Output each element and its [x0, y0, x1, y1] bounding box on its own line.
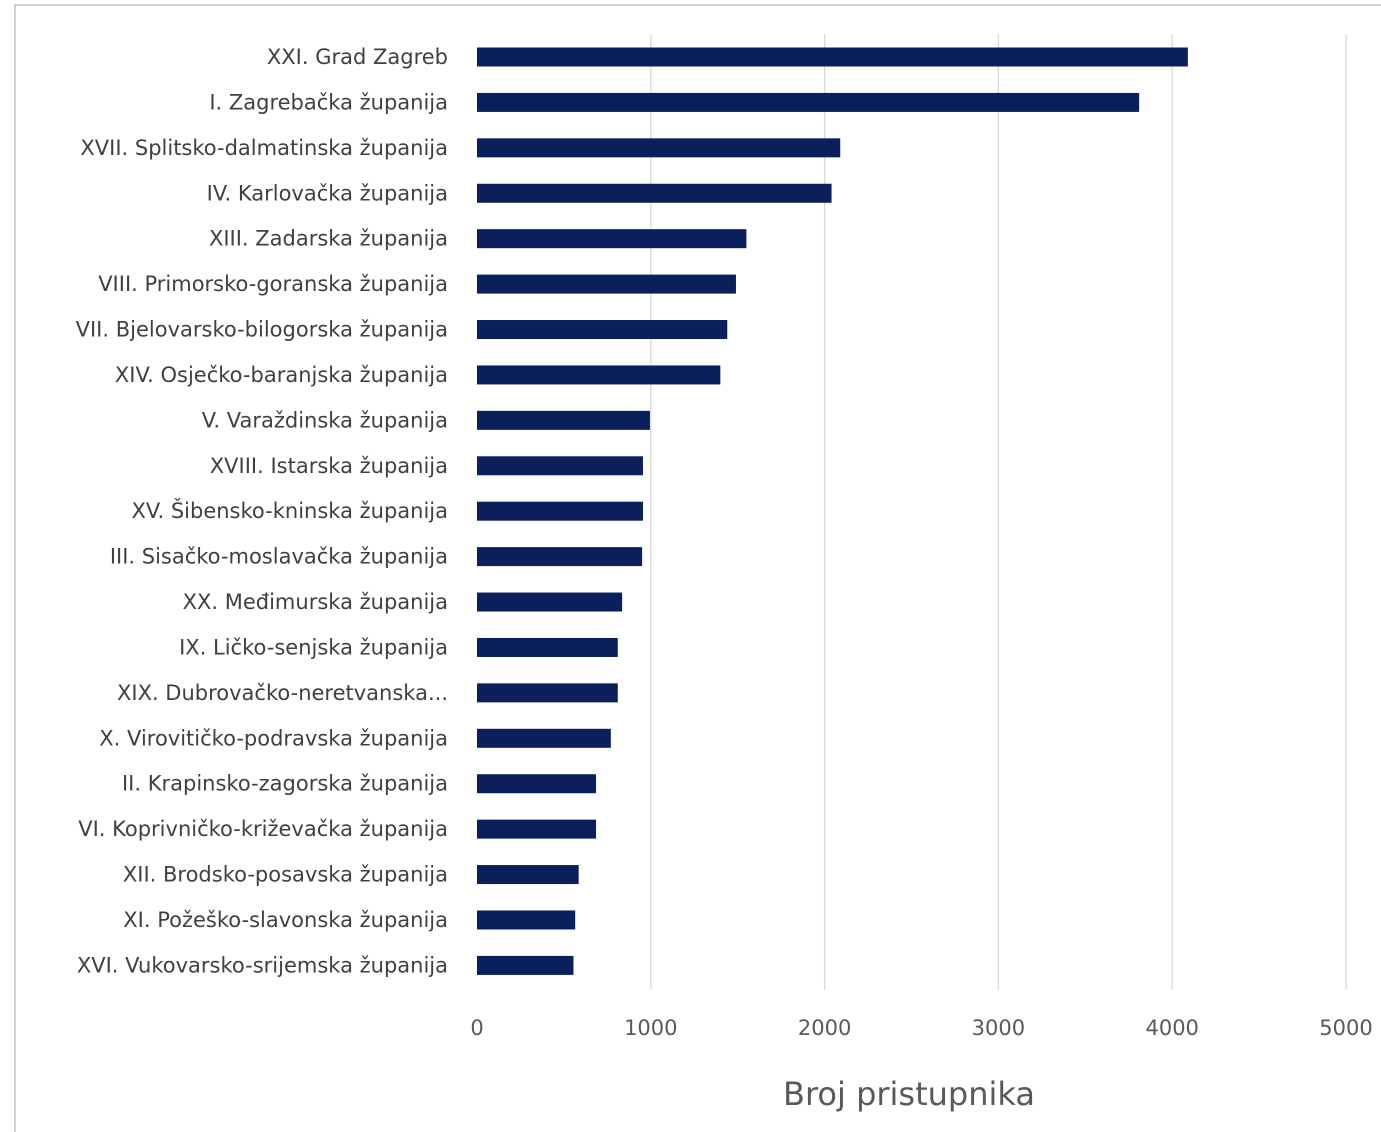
bar [477, 865, 579, 885]
category-label: V. Varaždinska županija [202, 408, 448, 432]
bar [477, 774, 597, 794]
category-label: XIV. Osječko-baranjska županija [115, 363, 448, 387]
chart-frame [14, 4, 1381, 1132]
category-labels: XXI. Grad Zagreb I. Zagrebačka županija XV… [76, 45, 448, 977]
x-tick-label: 1000 [624, 1016, 677, 1040]
x-tick-label: 4000 [1145, 1016, 1198, 1040]
bar [477, 592, 623, 612]
bar [477, 637, 618, 657]
category-label: IV. Karlovačka županija [207, 181, 448, 205]
gridlines [650, 34, 1347, 990]
bar [477, 410, 650, 430]
bars [477, 47, 1188, 975]
bar [477, 138, 841, 158]
category-label: XII. Brodsko-posavska županija [123, 863, 448, 887]
category-label: X. Virovitičko-podravska županija [99, 726, 448, 750]
category-label: XXI. Grad Zagreb [267, 45, 448, 69]
bar [477, 910, 576, 930]
bar [477, 320, 728, 340]
category-label: IX. Ličko-senjska županija [179, 635, 448, 659]
category-label: XVIII. Istarska županija [210, 454, 448, 478]
category-label: XX. Međimurska županija [183, 590, 448, 614]
category-label: XIII. Zadarska županija [209, 227, 448, 251]
bar [477, 47, 1188, 67]
category-label: XIX. Dubrovačko-neretvanska... [117, 681, 448, 705]
x-axis-title: Broj pristupnika [783, 1075, 1035, 1113]
category-label: XI. Požeško-slavonska županija [123, 908, 448, 932]
category-label: II. Krapinsko-zagorska županija [122, 772, 448, 796]
category-label: I. Zagrebačka županija [209, 90, 448, 114]
bar [477, 501, 643, 521]
bar [477, 547, 643, 567]
category-label: XVI. Vukovarsko-srijemska županija [77, 953, 448, 977]
bar [477, 183, 832, 203]
x-tick-label: 2000 [798, 1016, 851, 1040]
bar [477, 955, 574, 975]
bar [477, 728, 611, 748]
category-label: VII. Bjelovarsko-bilogorska županija [76, 318, 448, 342]
category-label: III. Sisačko-moslavačka županija [110, 545, 448, 569]
bar [477, 456, 643, 476]
category-label: VIII. Primorsko-goranska županija [98, 272, 448, 296]
x-tick-label: 0 [470, 1016, 483, 1040]
bar [477, 274, 736, 294]
x-tick-label: 5000 [1319, 1016, 1372, 1040]
category-label: VI. Koprivničko-križevačka županija [78, 817, 448, 841]
category-label: XV. Šibensko-kninska županija [131, 498, 448, 523]
bar [477, 92, 1140, 112]
bar [477, 683, 618, 703]
x-tick-labels: 0 1000 2000 3000 4000 5000 [470, 1016, 1372, 1040]
x-tick-label: 3000 [972, 1016, 1025, 1040]
bar [477, 365, 721, 385]
bar [477, 229, 747, 249]
category-label: XVII. Splitsko-dalmatinska županija [80, 136, 448, 160]
bar [477, 819, 597, 839]
